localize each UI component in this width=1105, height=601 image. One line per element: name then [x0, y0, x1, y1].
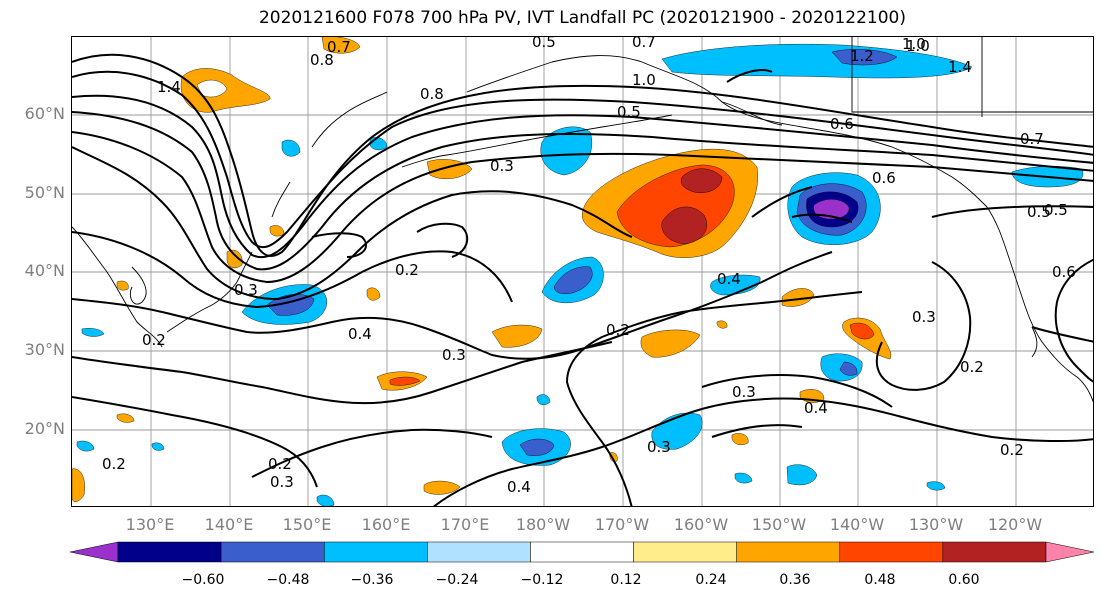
contour-label: 0.7: [1020, 130, 1044, 148]
lat-label-30n: 30°N: [24, 340, 65, 359]
contour-label: 0.3: [647, 438, 671, 456]
contour-label: 1.0: [632, 71, 656, 89]
colorbar-segment: [220, 541, 325, 563]
contour-label: 0.5: [617, 103, 641, 121]
colorbar-tick: 0.48: [864, 572, 896, 588]
contour-label: 0.3: [442, 346, 466, 364]
contour-label: 1.0: [906, 37, 930, 55]
lon-label-170e: 170°E: [440, 515, 490, 534]
contour-label: 1.4: [948, 58, 972, 76]
lat-label-20n: 20°N: [24, 419, 65, 438]
contour-label: 0.8: [310, 51, 334, 69]
contour-label: 0.5: [532, 37, 556, 51]
contour-label: 0.2: [268, 455, 292, 473]
colorbar-tick: −0.12: [520, 572, 564, 588]
contour-label: 0.3: [732, 383, 756, 401]
lon-label-140w: 140°W: [829, 515, 885, 534]
contour-label: 0.3: [234, 281, 258, 299]
map-panel: 0.7 0.8 1.4 0.5 0.8 1.0 0.5 0.7 1.0 1.2 …: [71, 36, 1094, 507]
colorbar-segment: [633, 541, 737, 563]
colorbar-tick: 0.36: [779, 572, 811, 588]
contour-label: 0.7: [632, 37, 656, 51]
contour-label: 0.7: [327, 38, 351, 56]
contour-label: 0.4: [717, 270, 741, 288]
contour-label: 0.8: [420, 85, 444, 103]
contour-label: 0.6: [1052, 263, 1076, 281]
lon-label-150w: 150°W: [751, 515, 807, 534]
lat-label-50n: 50°N: [24, 183, 65, 202]
contour-label: 1.4: [157, 78, 181, 96]
contour-label: 0.6: [830, 115, 854, 133]
lon-label-160e: 160°E: [361, 515, 411, 534]
colorbar-tick: −0.60: [181, 572, 225, 588]
contour-label: 0.2: [395, 261, 419, 279]
contour-label: 0.3: [912, 308, 936, 326]
contour-label: 0.5: [1044, 201, 1068, 219]
map-svg: 0.7 0.8 1.4 0.5 0.8 1.0 0.5 0.7 1.0 1.2 …: [72, 37, 1093, 506]
coast-japan: [166, 251, 253, 333]
colorbar-tick: 0.24: [695, 572, 727, 588]
contour-label: 0.4: [507, 478, 531, 496]
colorbar-tick: −0.24: [435, 572, 479, 588]
colorbar-segment: [323, 541, 428, 563]
map-title: 2020121600 F078 700 hPa PV, IVT Landfall…: [258, 8, 906, 28]
contour-label: 0.2: [1000, 441, 1024, 459]
lon-label-150e: 150°E: [282, 515, 332, 534]
colorbar-segment: [942, 541, 1047, 563]
contour-label: 0.4: [804, 399, 828, 417]
contour-labels: 0.7 0.8 1.4 0.5 0.8 1.0 0.5 0.7 1.0 1.2 …: [102, 37, 1076, 496]
contour-label: 0.5: [1027, 203, 1051, 221]
lon-label-130e: 130°E: [125, 515, 175, 534]
lon-label-120w: 120°W: [987, 515, 1043, 534]
colorbar-tick: 0.12: [610, 572, 642, 588]
pv-contours: [72, 53, 1093, 506]
colorbar-extend-low: [70, 541, 119, 563]
contour-label: 0.2: [102, 455, 126, 473]
contour-label: 0.3: [490, 157, 514, 175]
contour-label: 1.0: [902, 37, 926, 53]
colorbar-segment: [736, 541, 841, 563]
lat-label-40n: 40°N: [24, 261, 65, 280]
lon-label-140e: 140°E: [204, 515, 254, 534]
contour-label: 0.4: [348, 325, 372, 343]
contour-label: 0.6: [872, 169, 896, 187]
colorbar-tick: −0.48: [266, 572, 310, 588]
lon-label-130w: 130°W: [908, 515, 964, 534]
contour-label: 1.2: [850, 47, 874, 65]
contour-label: 0.2: [960, 358, 984, 376]
colorbar-extend-high: [1045, 541, 1095, 563]
coast-aleutians: [401, 114, 673, 168]
lon-label-160w: 160°W: [673, 515, 729, 534]
contour-label: 0.2: [606, 321, 630, 339]
contour-label: 0.3: [270, 473, 294, 491]
contour-label: 0.2: [142, 331, 166, 349]
lon-label-180w: 180°W: [515, 515, 571, 534]
colorbar-tick: 0.60: [948, 572, 980, 588]
lon-label-170w: 170°W: [594, 515, 650, 534]
colorbar: [70, 541, 1095, 563]
colorbar-tick: −0.36: [350, 572, 394, 588]
coast-north-america: [986, 206, 1093, 403]
coast-asia: [72, 226, 163, 348]
colorbar-segment: [117, 541, 222, 563]
colorbar-segment: [530, 541, 634, 563]
lat-label-60n: 60°N: [24, 104, 65, 123]
colorbar-segment: [427, 541, 531, 563]
coast-kamchatka: [311, 91, 388, 148]
colorbar-segment: [839, 541, 944, 563]
